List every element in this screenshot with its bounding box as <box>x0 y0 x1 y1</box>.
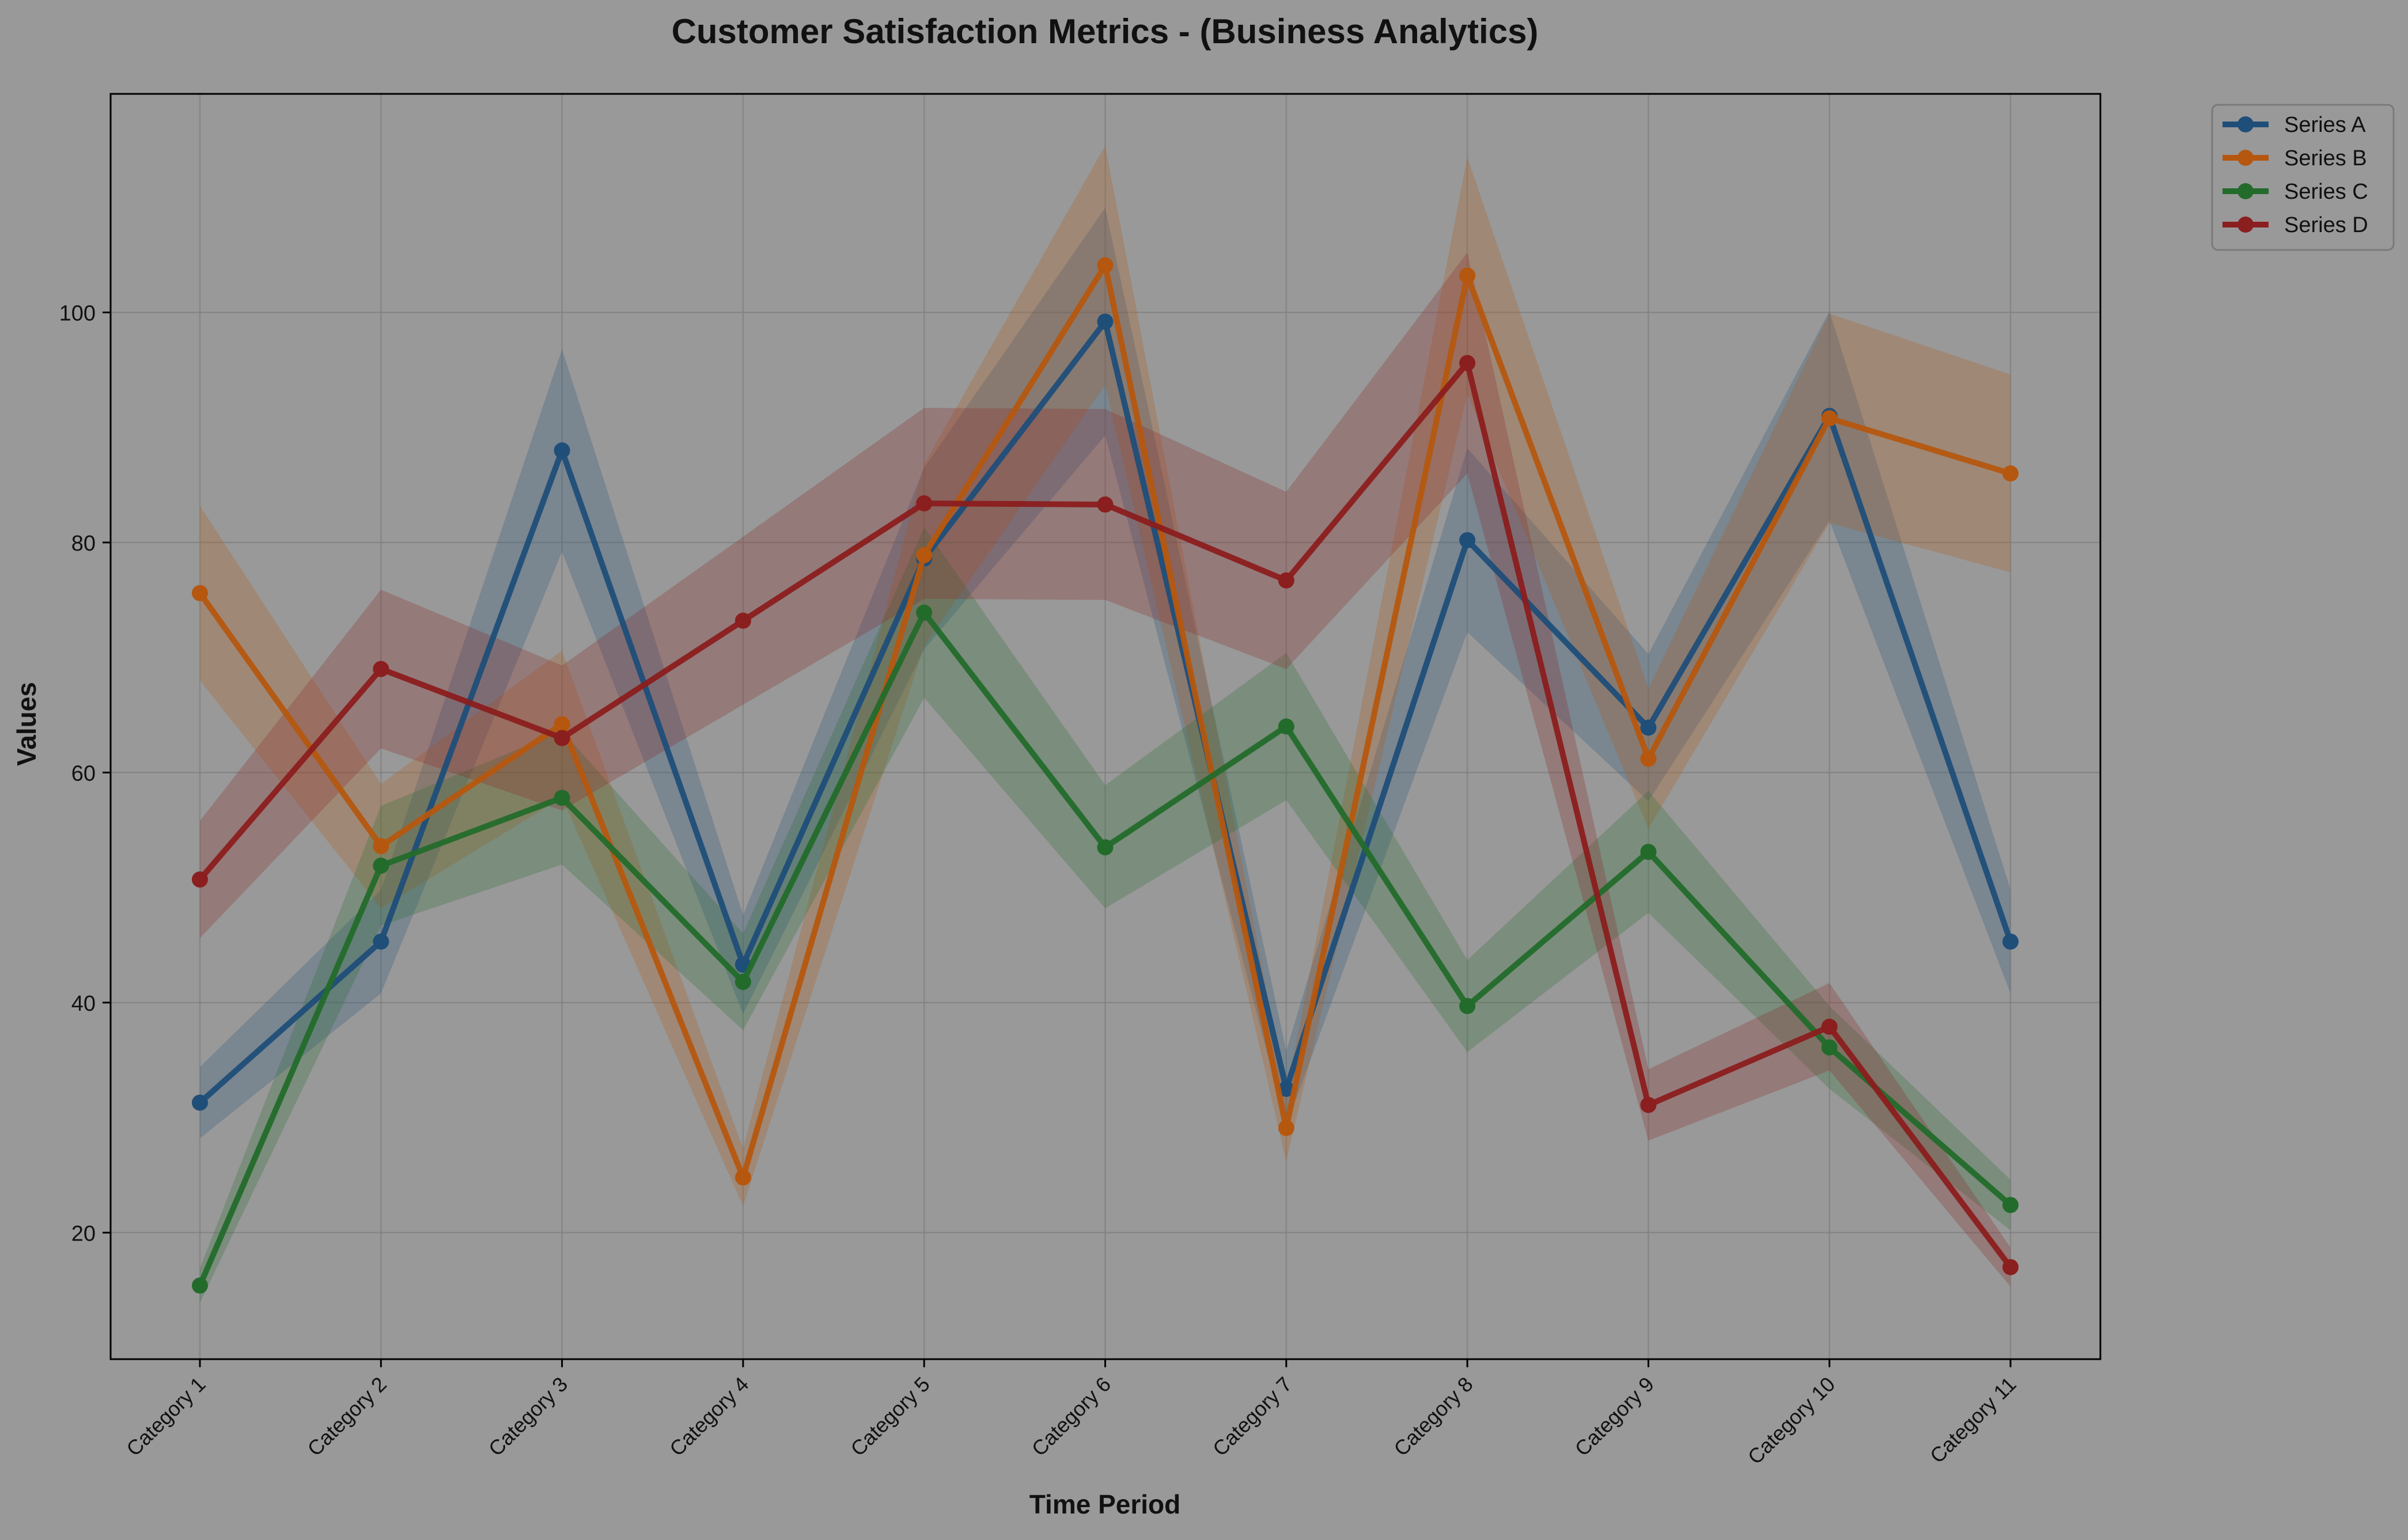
data-point <box>916 547 933 563</box>
data-point <box>734 612 751 629</box>
data-point <box>1459 267 1476 284</box>
data-point <box>373 661 389 677</box>
data-point <box>1459 997 1476 1014</box>
x-axis-label: Time Period <box>1029 1489 1180 1519</box>
confidence-band <box>200 207 2011 1139</box>
legend: Series A Series B Series C Series D <box>2211 104 2395 251</box>
data-point <box>192 1094 208 1111</box>
y-tick-label: 40 <box>71 992 96 1016</box>
data-point <box>554 790 570 806</box>
data-point <box>1097 257 1114 274</box>
y-tick-label: 60 <box>71 761 96 786</box>
data-point <box>916 604 933 621</box>
legend-label: Series B <box>2284 146 2367 170</box>
data-point <box>916 495 933 512</box>
data-point <box>192 1277 208 1294</box>
data-point <box>1097 839 1114 856</box>
legend-box <box>2211 104 2395 251</box>
data-point <box>1097 496 1114 513</box>
data-point <box>1278 1120 1294 1136</box>
data-point <box>554 442 570 459</box>
data-point <box>1459 355 1476 371</box>
data-point <box>192 585 208 601</box>
confidence-band <box>200 145 2011 1207</box>
data-point <box>2002 465 2019 482</box>
data-point <box>1640 1097 1657 1113</box>
data-point <box>1097 313 1114 330</box>
data-point <box>554 716 570 733</box>
legend-swatch-marker <box>2237 116 2254 132</box>
data-point <box>1821 1018 1838 1035</box>
data-point <box>373 933 389 950</box>
legend-label: Series A <box>2284 113 2366 137</box>
legend-swatch-marker <box>2237 183 2254 199</box>
data-point <box>1640 844 1657 860</box>
confidence-band <box>200 252 2011 1287</box>
data-point <box>1459 532 1476 548</box>
data-point <box>1640 750 1657 767</box>
y-tick-label: 100 <box>59 301 96 325</box>
data-point <box>2002 1197 2019 1213</box>
data-point <box>734 1169 751 1186</box>
legend-swatch-marker <box>2237 150 2254 166</box>
data-point <box>1821 410 1838 427</box>
y-tick-label: 20 <box>71 1222 96 1246</box>
data-point <box>2002 933 2019 950</box>
legend-swatch-marker <box>2237 217 2254 233</box>
data-point <box>373 858 389 874</box>
y-tick-label: 80 <box>71 532 96 556</box>
y-axis-label: Values <box>12 682 41 766</box>
data-point <box>1278 718 1294 735</box>
data-point <box>554 730 570 746</box>
data-point <box>1821 1039 1838 1056</box>
chart-title: Customer Satisfaction Metrics - (Busines… <box>672 12 1539 51</box>
data-point <box>1278 1080 1294 1097</box>
data-point <box>734 973 751 990</box>
legend-label: Series C <box>2284 180 2368 204</box>
data-point <box>373 838 389 855</box>
legend-label: Series D <box>2284 213 2368 237</box>
data-point <box>2002 1259 2019 1276</box>
data-point <box>1278 572 1294 589</box>
data-point <box>192 871 208 888</box>
data-point <box>1640 719 1657 736</box>
